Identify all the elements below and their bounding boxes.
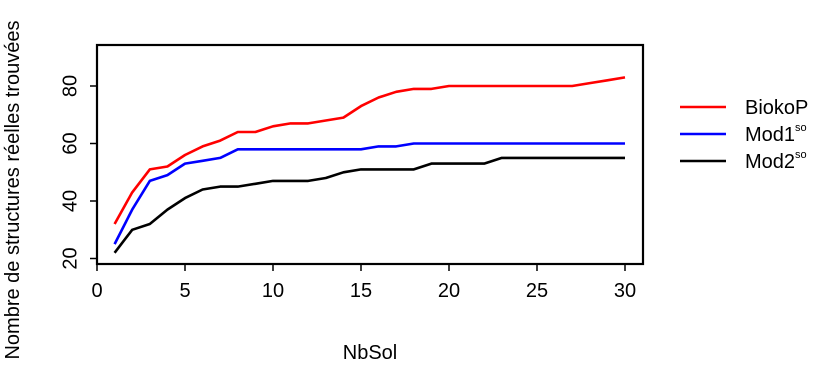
series-line-2 [113, 142, 625, 245]
y-tick-label: 20 [59, 247, 81, 269]
legend-label: BiokoP [745, 97, 808, 119]
legend-label: Mod2so [745, 149, 807, 173]
x-tick-label: 0 [91, 280, 102, 302]
legend-label: Mod1so [745, 122, 807, 146]
x-tick-label: 25 [526, 280, 548, 302]
x-tick-label: 5 [179, 280, 190, 302]
plot-frame [95, 43, 645, 266]
legend: BiokoP Mod1so Mod2so [680, 97, 808, 173]
y-axis-title: Nombre de structures réelles trouvées [2, 20, 24, 359]
x-axis-title: NbSol [343, 342, 397, 364]
y-tick-label: 80 [59, 75, 81, 97]
y-axis: 20 40 60 80 [59, 75, 98, 270]
y-tick-label: 60 [59, 132, 81, 154]
series-line-3 [113, 156, 625, 254]
series-line-1 [113, 76, 626, 225]
x-tick-label: 30 [614, 280, 636, 302]
y-tick-label: 40 [59, 190, 81, 212]
x-tick-label: 10 [262, 280, 284, 302]
x-tick-label: 20 [438, 280, 460, 302]
series-layer [113, 76, 626, 254]
x-tick-label: 15 [350, 280, 372, 302]
x-axis: 0 5 10 15 20 25 30 [91, 263, 636, 302]
